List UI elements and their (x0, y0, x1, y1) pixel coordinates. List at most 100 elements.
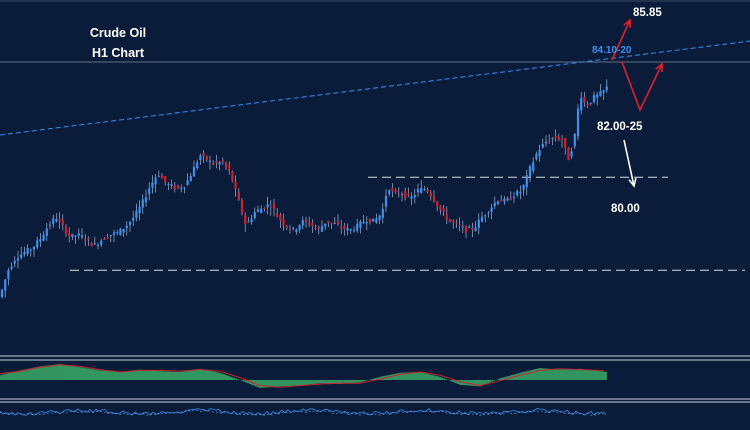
level-label-support-2: 80.00 (611, 203, 640, 215)
candle-body (516, 190, 519, 196)
candle-body (80, 235, 84, 238)
candle-body (487, 212, 490, 214)
candle-body (45, 228, 48, 236)
candle-body (362, 221, 365, 224)
candle-body (7, 270, 10, 280)
candle-body (528, 166, 532, 177)
candle-body (276, 213, 279, 217)
candle-body (340, 227, 343, 229)
candle-body (74, 235, 77, 237)
candle-body (314, 227, 317, 229)
candle-body (42, 234, 45, 241)
candle-body (154, 177, 157, 185)
candle-body (356, 223, 359, 231)
resistance-trendline (0, 40, 750, 136)
candle-body (311, 222, 314, 227)
candle-body (221, 159, 224, 163)
candle-body (410, 196, 413, 199)
candle-body (330, 222, 333, 224)
candle-body (404, 190, 407, 198)
candle-body (244, 215, 247, 224)
candle-body (224, 162, 228, 167)
candle-body (58, 218, 61, 221)
chart-title: Crude Oil (90, 26, 146, 40)
candle-body (554, 136, 557, 139)
candle-body (68, 233, 71, 237)
candle-body (180, 187, 183, 189)
candle-body (263, 208, 266, 209)
candle-body (215, 161, 218, 163)
candle-body (525, 174, 528, 188)
candle-body (432, 195, 436, 202)
candle-body (77, 233, 80, 236)
candle-body (84, 239, 87, 241)
candle-body (509, 197, 512, 200)
candle-body (13, 260, 16, 264)
candle-body (368, 218, 372, 223)
candle-body (602, 90, 605, 93)
candle-body (503, 198, 506, 202)
candle-body (71, 233, 74, 238)
candle-body (378, 215, 381, 221)
candle-body (381, 208, 384, 218)
candle-body (336, 221, 340, 225)
candle-body (560, 138, 564, 140)
candle-body (500, 199, 503, 202)
candle-body (234, 181, 237, 190)
candle-body (32, 246, 36, 250)
candle-body (535, 153, 538, 160)
target-arrow-head (623, 18, 632, 29)
candle-body (55, 219, 58, 222)
candle-body (260, 208, 263, 214)
candle-body (384, 196, 388, 207)
candle-body (266, 204, 269, 208)
downside-arrow-shaft (623, 139, 635, 187)
target-arrow-shaft (611, 19, 631, 61)
candle-body (256, 209, 260, 212)
level-label-target: 85.85 (633, 7, 662, 19)
candle-body (468, 226, 471, 228)
candles-layer (0, 79, 608, 299)
dip-rebound-arrow-path (621, 61, 663, 113)
dip-rebound-arrow-head (655, 62, 663, 73)
candle-body (439, 205, 442, 210)
candle-body (519, 191, 522, 194)
candle-body (442, 208, 445, 212)
candle-body (116, 232, 119, 234)
candle-body (23, 252, 26, 255)
candle-body (349, 229, 352, 231)
candle-body (253, 212, 256, 218)
candle-body (39, 239, 42, 242)
candle-body (189, 176, 192, 182)
candle-body (445, 213, 448, 220)
candle-body (144, 197, 148, 203)
candle-body (279, 215, 282, 221)
candle-body (167, 184, 170, 186)
candle-body (20, 254, 23, 258)
candle-body (164, 176, 167, 183)
candle-body (304, 219, 308, 222)
level-label-trendline: 84.10-20 (592, 45, 632, 56)
candle-body (128, 221, 132, 225)
candle-body (452, 220, 455, 223)
candle-body (580, 98, 583, 111)
candle-body (426, 189, 429, 192)
candle-body (250, 218, 253, 223)
candle-body (541, 144, 544, 148)
candle-body (484, 215, 487, 217)
candle-body (333, 223, 336, 225)
candle-body (148, 188, 151, 195)
candle-body (346, 228, 349, 231)
candle-body (551, 138, 554, 139)
candle-body (317, 226, 320, 229)
candle-body (388, 190, 391, 194)
candle-body (122, 229, 125, 233)
candle-body (506, 198, 509, 201)
candle-body (170, 184, 173, 186)
candle-body (308, 222, 311, 225)
candle-body (400, 194, 404, 196)
candle-body (0, 289, 4, 297)
candle-body (196, 162, 199, 169)
candle-body (480, 216, 484, 222)
